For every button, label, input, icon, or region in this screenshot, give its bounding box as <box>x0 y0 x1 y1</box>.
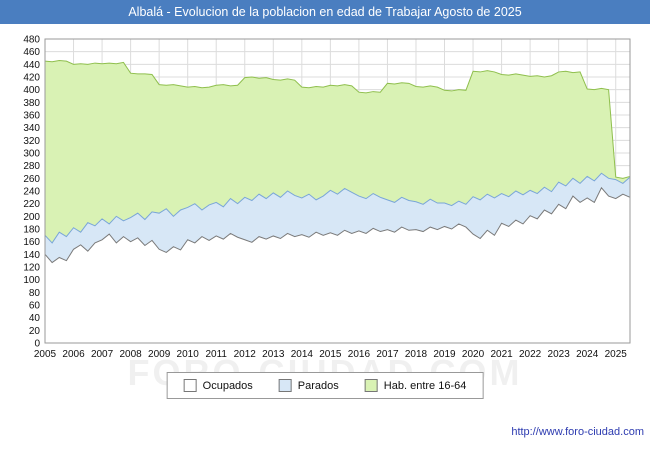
y-axis-label: 320 <box>23 136 40 147</box>
x-axis-label: 2005 <box>34 349 57 360</box>
y-axis-label: 180 <box>23 225 40 236</box>
x-axis-label: 2008 <box>119 349 142 360</box>
y-axis-label: 440 <box>23 60 40 71</box>
series-line-parados <box>44 172 631 244</box>
x-axis-label: 2018 <box>405 349 428 360</box>
x-axis-label: 2006 <box>62 349 85 360</box>
series-area-ocupados <box>45 187 630 343</box>
x-axis-label: 2013 <box>262 349 285 360</box>
x-axis-label: 2016 <box>348 349 371 360</box>
y-axis-label: 240 <box>23 187 40 198</box>
y-axis-label: 420 <box>23 73 40 84</box>
x-axis-label: 2011 <box>205 349 227 360</box>
legend-swatch-parados <box>278 379 292 392</box>
x-axis-label: 2020 <box>462 349 485 360</box>
chart-title: Albalá - Evolucion de la poblacion en ed… <box>128 5 522 19</box>
legend-item-ocupados: Ocupados <box>183 379 253 392</box>
x-axis-label: 2015 <box>319 349 342 360</box>
series-line-ocupados <box>44 186 631 264</box>
x-axis-label: 2019 <box>433 349 456 360</box>
x-axis-label: 2017 <box>376 349 399 360</box>
x-axis-label: 2022 <box>519 349 542 360</box>
y-axis-label: 340 <box>23 123 40 134</box>
legend-label-parados: Parados <box>297 379 339 392</box>
y-axis-label: 360 <box>23 111 40 122</box>
y-axis-label: 160 <box>23 237 40 248</box>
x-axis-label: 2010 <box>177 349 200 360</box>
legend-swatch-hab <box>364 379 378 392</box>
legend-item-hab: Hab. entre 16-64 <box>364 379 467 392</box>
footer: http://www.foro-ciudad.com <box>511 426 644 438</box>
x-axis-label: 2007 <box>91 349 114 360</box>
y-axis-label: 20 <box>29 326 41 337</box>
y-axis-label: 220 <box>23 199 40 210</box>
y-axis-label: 40 <box>29 313 41 324</box>
y-axis-label: 200 <box>23 212 40 223</box>
chart-svg: 0204060801001201401601802002202402602803… <box>23 35 631 360</box>
x-axis-label: 2012 <box>234 349 257 360</box>
y-axis-label: 140 <box>23 250 40 261</box>
y-axis-label: 480 <box>23 35 40 46</box>
y-axis-label: 260 <box>23 174 40 185</box>
plot-border <box>44 38 631 344</box>
y-axis-label: 100 <box>23 275 40 286</box>
footer-url-link[interactable]: http://www.foro-ciudad.com <box>511 426 644 438</box>
x-axis-label: 2009 <box>148 349 171 360</box>
legend-label-ocupados: Ocupados <box>202 379 253 392</box>
x-axis-label: 2021 <box>490 349 513 360</box>
y-axis-label: 80 <box>29 288 41 299</box>
legend-item-parados: Parados <box>278 379 339 392</box>
x-axis-label: 2024 <box>576 349 599 360</box>
legend-swatch-ocupados <box>183 379 197 392</box>
y-axis-label: 380 <box>23 98 40 109</box>
y-axis-label: 0 <box>34 339 40 350</box>
chart-title-bar: Albalá - Evolucion de la poblacion en ed… <box>0 0 650 24</box>
legend-label-hab: Hab. entre 16-64 <box>383 379 467 392</box>
y-axis-label: 460 <box>23 47 40 58</box>
y-axis-label: 60 <box>29 301 41 312</box>
x-axis-label: 2014 <box>291 349 314 360</box>
chart-legend: Ocupados Parados Hab. entre 16-64 <box>166 372 484 399</box>
series-line-hab <box>44 60 631 179</box>
y-axis-label: 120 <box>23 263 40 274</box>
y-axis-label: 300 <box>23 149 40 160</box>
x-axis-label: 2025 <box>605 349 628 360</box>
y-axis-label: 400 <box>23 85 40 96</box>
x-axis-label: 2023 <box>548 349 571 360</box>
y-axis-label: 280 <box>23 161 40 172</box>
